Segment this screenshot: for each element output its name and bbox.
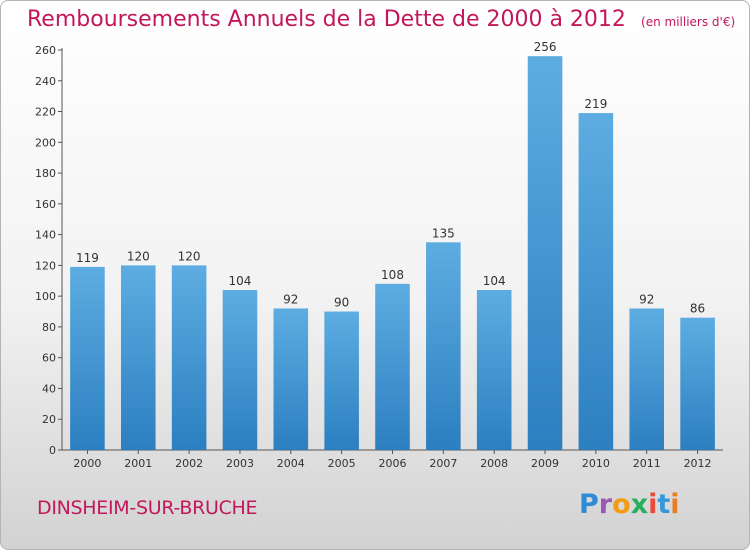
data-label: 120 (178, 249, 201, 263)
data-label: 92 (639, 292, 654, 306)
x-tick-label: 2002 (175, 457, 203, 470)
bar (578, 113, 614, 451)
x-tick-label: 2001 (124, 457, 152, 470)
data-label: 119 (76, 251, 99, 265)
bar (527, 56, 563, 451)
data-label: 108 (381, 268, 404, 282)
proxiti-logo: Proxiti (579, 489, 680, 520)
bar (171, 265, 207, 450)
x-tick-label: 2005 (328, 457, 356, 470)
y-tick-label: 20 (42, 413, 56, 426)
title-unit: (en milliers d'€) (641, 15, 736, 29)
y-tick-label: 120 (35, 259, 56, 272)
bar (629, 308, 665, 450)
x-tick-label: 2008 (480, 457, 508, 470)
bar (375, 283, 410, 450)
y-tick-label: 180 (35, 167, 56, 180)
data-label: 104 (483, 274, 506, 288)
bar (120, 265, 156, 450)
data-label: 120 (127, 249, 150, 263)
y-tick-label: 0 (49, 444, 56, 457)
y-tick-label: 240 (35, 75, 56, 88)
bar (222, 290, 258, 450)
y-tick-label: 40 (42, 382, 56, 395)
bar (426, 242, 461, 450)
data-label: 86 (690, 302, 705, 316)
x-tick-label: 2004 (277, 457, 305, 470)
chart-title: Remboursements Annuels de la Dette de 20… (27, 7, 735, 32)
data-label: 104 (229, 274, 252, 288)
data-label: 90 (334, 296, 349, 310)
x-tick-label: 2007 (429, 457, 457, 470)
data-label: 219 (584, 97, 607, 111)
data-label: 135 (432, 226, 455, 240)
y-tick-label: 200 (35, 136, 56, 149)
x-tick-label: 2012 (684, 457, 712, 470)
bars: 119 120 120 104 92 90 108 135 104 256 219 92 86 (70, 40, 715, 451)
x-tick-label: 2006 (379, 457, 407, 470)
data-label: 92 (283, 292, 298, 306)
bar (680, 317, 715, 450)
x-tick-label: 2010 (582, 457, 610, 470)
y-tick-label: 60 (42, 352, 56, 365)
x-tick-label: 2003 (226, 457, 254, 470)
y-tick-label: 100 (35, 290, 56, 303)
y-tick-label: 140 (35, 229, 56, 242)
commune-name: DINSHEIM-SUR-BRUCHE (37, 497, 258, 519)
bar (324, 311, 359, 450)
bar (476, 290, 512, 450)
y-tick-label: 220 (35, 106, 56, 119)
x-tick-label: 2009 (531, 457, 559, 470)
x-tick-label: 2000 (73, 457, 101, 470)
y-tick-label: 80 (42, 321, 56, 334)
bar (273, 308, 309, 450)
title-text: Remboursements Annuels de la Dette de 20… (27, 7, 626, 32)
axes: 0 20 40 60 80 100 120 140 160 180 200 220 240 260 2000… (35, 44, 723, 470)
bar (70, 266, 105, 450)
y-tick-label: 160 (35, 198, 56, 211)
x-tick-label: 2011 (633, 457, 661, 470)
data-label: 256 (534, 40, 557, 54)
y-tick-label: 260 (35, 44, 56, 57)
